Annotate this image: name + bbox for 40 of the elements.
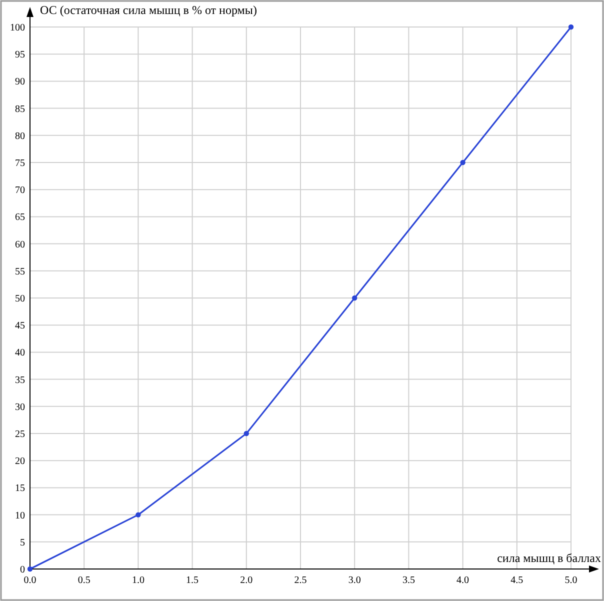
x-tick-label: 2.0 <box>240 575 253 586</box>
x-tick-label: 0.5 <box>78 575 90 586</box>
y-tick-label: 35 <box>15 374 25 386</box>
y-tick-label: 85 <box>15 104 25 115</box>
y-tick-label: 70 <box>15 185 25 196</box>
y-tick-label: 0 <box>20 564 25 576</box>
y-tick-label: 15 <box>15 483 25 494</box>
y-tick-label: 40 <box>15 348 25 359</box>
y-tick-label: 50 <box>15 294 25 304</box>
y-tick-label: 75 <box>15 158 25 169</box>
y-tick-label: 20 <box>15 456 25 468</box>
y-tick-label: 25 <box>15 429 25 440</box>
x-tick-label: 3.5 <box>402 575 415 586</box>
y-tick-label: 90 <box>15 76 25 88</box>
point <box>27 566 33 572</box>
point <box>136 512 141 518</box>
y-tick-label: 80 <box>15 130 25 142</box>
x-tick-label: 1.0 <box>132 575 144 586</box>
x-tick-label: 0.0 <box>24 575 36 586</box>
point <box>244 430 249 436</box>
x-tick-label: 4.0 <box>456 575 470 586</box>
y-tick-label: 30 <box>15 402 25 413</box>
point <box>352 295 358 301</box>
point <box>568 24 574 30</box>
y-tick-label: 55 <box>15 266 25 278</box>
y-tick-label: 10 <box>15 510 25 522</box>
x-tick-label: 2.5 <box>294 575 307 586</box>
x-tick-label: 1.5 <box>186 575 199 586</box>
y-tick-label: 60 <box>15 239 25 250</box>
y-tick-label: 100 <box>10 22 25 34</box>
x-axis-title: сила мышц в баллах <box>497 551 601 565</box>
y-tick-label: 5 <box>20 537 25 548</box>
y-axis-title: ОС (остаточная сила мышц в % от нормы) <box>40 3 257 17</box>
point <box>460 160 466 166</box>
y-tick-label: 95 <box>15 50 25 61</box>
x-tick-label: 5.0 <box>564 575 578 586</box>
y-tick-label: 65 <box>15 212 25 224</box>
x-tick-label: 4.5 <box>510 575 524 586</box>
y-tick-label: 45 <box>15 320 25 332</box>
x-tick-label: 3.0 <box>348 575 361 586</box>
